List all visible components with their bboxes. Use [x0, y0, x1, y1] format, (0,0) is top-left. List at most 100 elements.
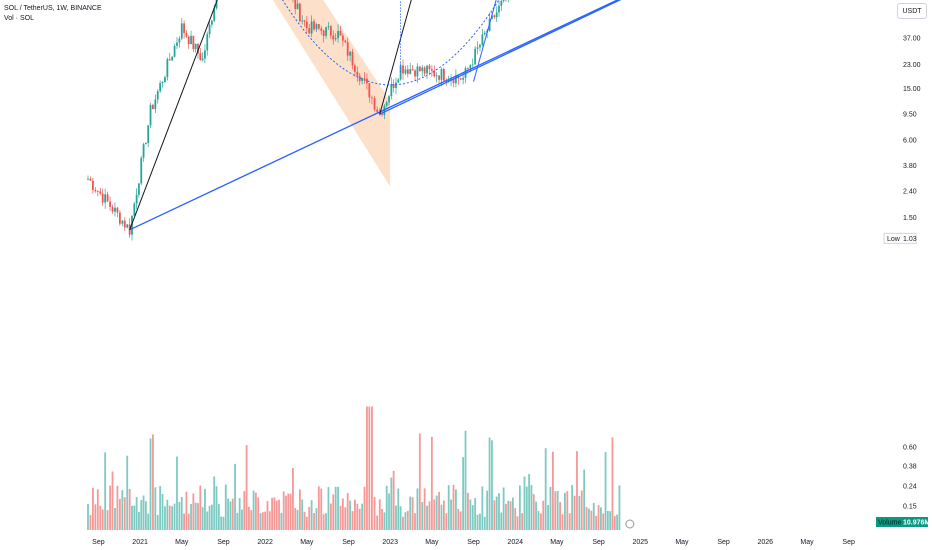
volume-bar [292, 468, 294, 530]
candle-body [469, 65, 472, 69]
candle-body [317, 24, 320, 29]
volume-bar [578, 495, 581, 530]
volume-bar [426, 505, 428, 530]
candle-body [388, 96, 390, 103]
volume-bars [87, 406, 621, 530]
candle-body [106, 194, 109, 202]
volume-bar [397, 488, 400, 530]
candle-body [409, 69, 412, 74]
candle-body [310, 21, 313, 34]
volume-bar [147, 513, 150, 530]
candle-body [371, 97, 373, 99]
volume-bar [509, 501, 512, 530]
volume-bar [294, 507, 297, 530]
price-tick-label: 23.00 [903, 62, 921, 69]
candle-body [308, 28, 311, 34]
volume-bar [341, 498, 344, 530]
volume-bar [138, 511, 140, 530]
volume-title: Vol · SOL [4, 15, 34, 22]
candle-body [301, 20, 304, 22]
volume-bar [337, 486, 339, 530]
volume-bar [192, 493, 195, 530]
volume-bar [278, 499, 280, 530]
volume-bar [349, 500, 352, 530]
volume-bar [213, 476, 216, 530]
time-tick-label: 2026 [758, 539, 774, 546]
candle-body [142, 144, 145, 158]
candle-body [406, 69, 409, 74]
volume-bar [512, 497, 514, 530]
price-tick-label: 0.38 [903, 464, 917, 471]
candle-body [334, 38, 337, 40]
candle-body [213, 8, 216, 21]
volume-bar [368, 406, 371, 530]
volume-bar [109, 485, 111, 530]
volume-bar [176, 456, 178, 530]
candle-body [325, 27, 327, 36]
candle-body [332, 35, 335, 40]
cup-curve [282, 0, 500, 86]
candle-body [144, 142, 147, 145]
volume-bar [502, 487, 505, 530]
currency-button[interactable]: USDT [897, 3, 927, 19]
volume-bar [152, 434, 154, 530]
chart-background-layer [272, 0, 391, 187]
volume-bar [469, 499, 472, 530]
time-tick-label: Sep [717, 539, 730, 546]
volume-tag-bg [876, 517, 928, 527]
price-tick-label: 0.15 [903, 504, 917, 511]
support-trend-line [379, 0, 622, 115]
candle-body [298, 3, 301, 22]
volume-bar [549, 486, 552, 530]
volume-bar [539, 513, 542, 530]
volume-bar [464, 430, 467, 530]
volume-bar [142, 495, 145, 530]
candle-body [123, 220, 126, 228]
volume-bar [516, 516, 519, 530]
candle-body [320, 28, 323, 31]
candle-body [199, 53, 202, 61]
volume-label: Volume [878, 520, 901, 527]
volume-bar [381, 508, 383, 530]
volume-bar [261, 512, 264, 530]
candle-body [210, 20, 213, 25]
volume-bar [275, 500, 278, 530]
volume-bar [236, 512, 239, 530]
candle-body [433, 70, 436, 77]
candle-body [385, 102, 388, 106]
volume-bar [224, 484, 227, 530]
candle-body [185, 32, 188, 37]
volume-bar [440, 504, 443, 530]
volume-bar [104, 452, 107, 530]
candle-body [104, 194, 107, 203]
candle-body [440, 69, 443, 80]
volume-bar [418, 433, 421, 530]
candle-body [366, 78, 368, 84]
candle-body [192, 35, 195, 50]
volume-bar [373, 496, 376, 530]
candle-body [435, 75, 438, 77]
volume-bar [208, 505, 211, 530]
time-tick-label: Sep [467, 539, 480, 546]
candle-body [94, 189, 97, 192]
candle-body [133, 203, 136, 216]
volume-bar [616, 514, 619, 530]
time-tick-label: Sep [842, 539, 855, 546]
candle-body [313, 21, 315, 30]
candle-body [168, 59, 171, 61]
volume-bar [285, 495, 287, 530]
candle-body [344, 40, 347, 43]
candle-body [411, 69, 414, 71]
volume-bar [199, 485, 202, 530]
low-box [883, 232, 917, 244]
candle-body [303, 20, 306, 22]
volume-bar [388, 493, 390, 530]
volume-bar [282, 491, 285, 530]
candle-body [455, 75, 457, 84]
volume-bar [530, 484, 533, 530]
volume-bar [303, 511, 306, 530]
time-tick-label: 2022 [257, 539, 273, 546]
volume-bar [315, 508, 318, 530]
candle-body [166, 59, 169, 78]
